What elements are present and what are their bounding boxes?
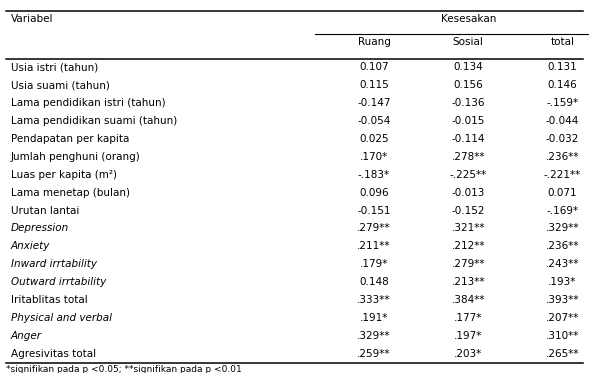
Text: Sosial: Sosial xyxy=(453,37,484,47)
Text: .243**: .243** xyxy=(546,259,579,269)
Text: -.221**: -.221** xyxy=(544,170,581,180)
Text: -0.152: -0.152 xyxy=(452,206,485,216)
Text: -.159*: -.159* xyxy=(547,98,578,108)
Text: .177*: .177* xyxy=(454,313,482,323)
Text: total: total xyxy=(551,37,574,47)
Text: .179*: .179* xyxy=(360,259,388,269)
Text: .170*: .170* xyxy=(360,152,388,162)
Text: 0.025: 0.025 xyxy=(359,134,389,144)
Text: .203*: .203* xyxy=(454,349,482,359)
Text: .212**: .212** xyxy=(452,241,485,251)
Text: .333**: .333** xyxy=(358,295,391,305)
Text: .279**: .279** xyxy=(358,223,391,233)
Text: .191*: .191* xyxy=(360,313,388,323)
Text: 0.115: 0.115 xyxy=(359,80,389,90)
Text: .207**: .207** xyxy=(546,313,579,323)
Text: .279**: .279** xyxy=(452,259,485,269)
Text: .259**: .259** xyxy=(358,349,391,359)
Text: Ruang: Ruang xyxy=(358,37,391,47)
Text: Kesesakan: Kesesakan xyxy=(441,14,496,24)
Text: -.183*: -.183* xyxy=(358,170,390,180)
Text: .393**: .393** xyxy=(546,295,579,305)
Text: -0.015: -0.015 xyxy=(452,116,485,126)
Text: 0.096: 0.096 xyxy=(359,188,389,198)
Text: -0.151: -0.151 xyxy=(358,206,391,216)
Text: Physical and verbal: Physical and verbal xyxy=(11,313,111,323)
Text: .211**: .211** xyxy=(358,241,391,251)
Text: Depression: Depression xyxy=(11,223,69,233)
Text: Usia istri (tahun): Usia istri (tahun) xyxy=(11,62,98,72)
Text: -0.054: -0.054 xyxy=(358,116,391,126)
Text: 0.148: 0.148 xyxy=(359,277,389,287)
Text: Outward irrtability: Outward irrtability xyxy=(11,277,106,287)
Text: *signifikan pada p <0.05; **signifikan pada p <0.01: *signifikan pada p <0.05; **signifikan p… xyxy=(6,365,241,373)
Text: Lama pendidikan istri (tahun): Lama pendidikan istri (tahun) xyxy=(11,98,166,108)
Text: Pendapatan per kapita: Pendapatan per kapita xyxy=(11,134,129,144)
Text: 0.107: 0.107 xyxy=(359,62,389,72)
Text: 0.071: 0.071 xyxy=(548,188,577,198)
Text: Inward irrtability: Inward irrtability xyxy=(11,259,97,269)
Text: 0.146: 0.146 xyxy=(548,80,577,90)
Text: .193*: .193* xyxy=(548,277,577,287)
Text: .197*: .197* xyxy=(454,331,482,341)
Text: -0.114: -0.114 xyxy=(452,134,485,144)
Text: .310**: .310** xyxy=(546,331,579,341)
Text: -.169*: -.169* xyxy=(547,206,578,216)
Text: .329**: .329** xyxy=(546,223,579,233)
Text: Luas per kapita (m²): Luas per kapita (m²) xyxy=(11,170,117,180)
Text: 0.156: 0.156 xyxy=(454,80,483,90)
Text: 0.134: 0.134 xyxy=(454,62,483,72)
Text: Urutan lantai: Urutan lantai xyxy=(11,206,79,216)
Text: .236**: .236** xyxy=(546,152,579,162)
Text: -0.044: -0.044 xyxy=(546,116,579,126)
Text: Variabel: Variabel xyxy=(11,14,53,24)
Text: Lama menetap (bulan): Lama menetap (bulan) xyxy=(11,188,130,198)
Text: .213**: .213** xyxy=(452,277,485,287)
Text: Agresivitas total: Agresivitas total xyxy=(11,349,96,359)
Text: Anger: Anger xyxy=(11,331,42,341)
Text: -.225**: -.225** xyxy=(449,170,487,180)
Text: Iritablitas total: Iritablitas total xyxy=(11,295,87,305)
Text: .265**: .265** xyxy=(546,349,579,359)
Text: .278**: .278** xyxy=(452,152,485,162)
Text: Anxiety: Anxiety xyxy=(11,241,50,251)
Text: Lama pendidikan suami (tahun): Lama pendidikan suami (tahun) xyxy=(11,116,177,126)
Text: Usia suami (tahun): Usia suami (tahun) xyxy=(11,80,110,90)
Text: .329**: .329** xyxy=(358,331,391,341)
Text: .236**: .236** xyxy=(546,241,579,251)
Text: -0.136: -0.136 xyxy=(452,98,485,108)
Text: 0.131: 0.131 xyxy=(548,62,577,72)
Text: -0.032: -0.032 xyxy=(546,134,579,144)
Text: .384**: .384** xyxy=(452,295,485,305)
Text: .321**: .321** xyxy=(452,223,485,233)
Text: -0.147: -0.147 xyxy=(358,98,391,108)
Text: Jumlah penghuni (orang): Jumlah penghuni (orang) xyxy=(11,152,140,162)
Text: -0.013: -0.013 xyxy=(452,188,485,198)
